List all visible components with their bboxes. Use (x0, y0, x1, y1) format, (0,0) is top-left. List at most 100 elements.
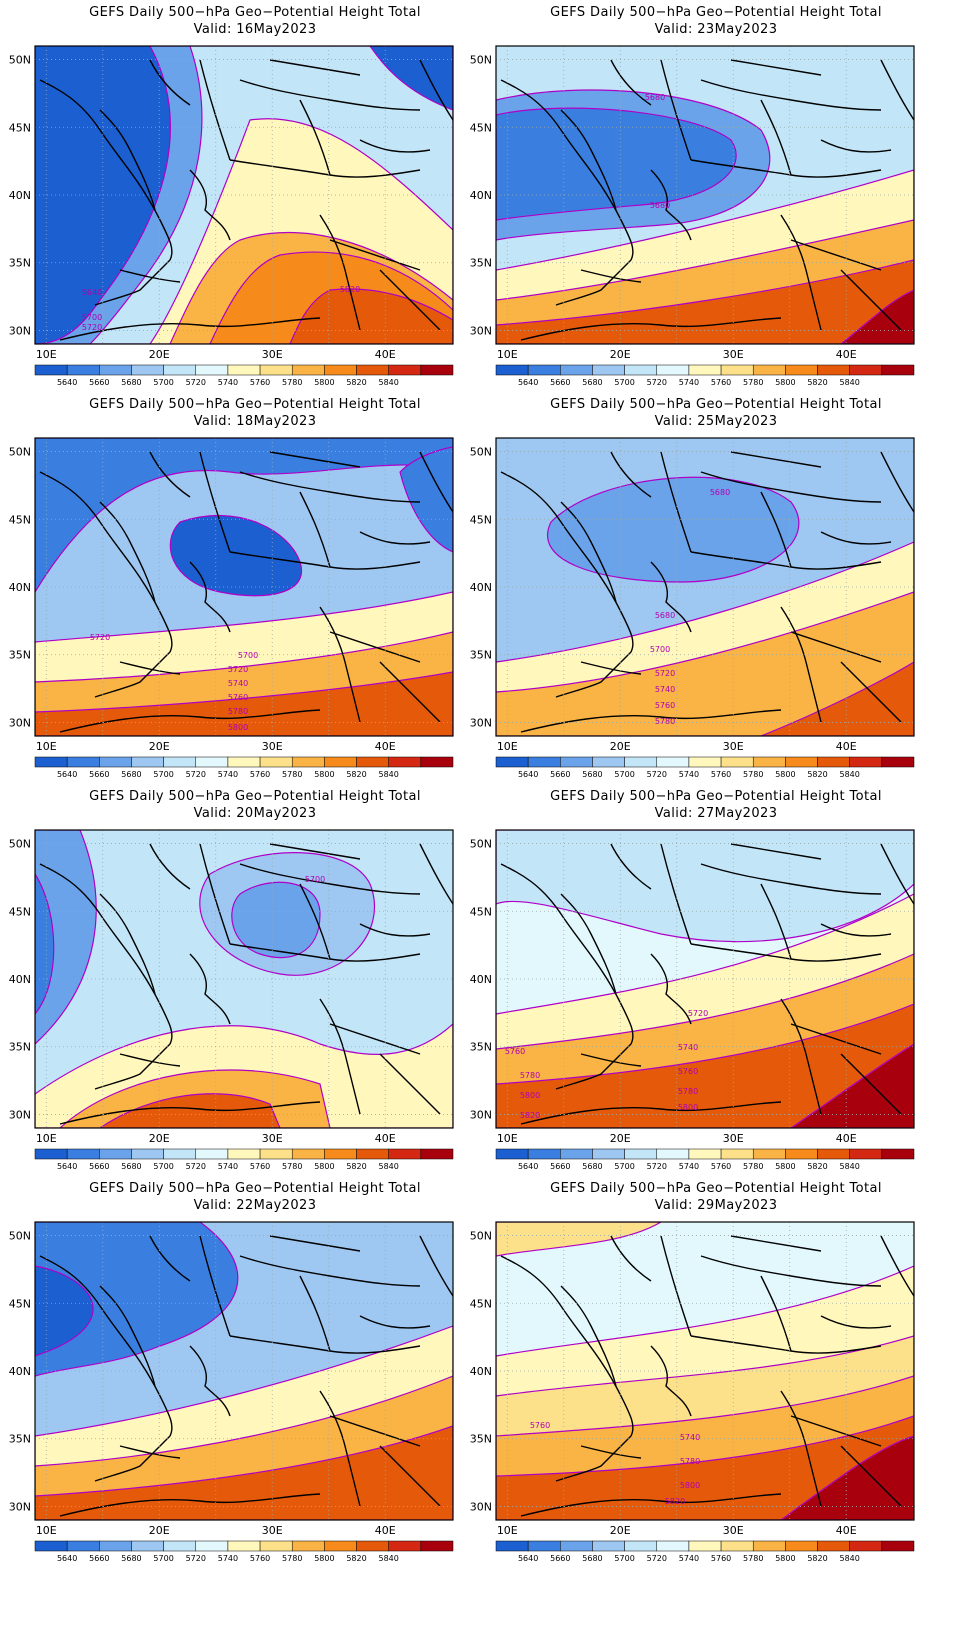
colorbar-tick-label: 5800 (775, 1162, 795, 1171)
colorbar-tick-label: 5780 (282, 378, 302, 387)
height-map: 50N 45N 40N 35N 30N 10E 20E 30E 40E 5640 5660 5680 5… (9, 1221, 454, 1563)
colorbar-swatch (420, 1148, 454, 1160)
colorbar-tick-label: 5680 (582, 1162, 602, 1171)
colorbar-tick-label: 5720 (186, 1554, 206, 1563)
contour-label: 5780 (678, 1087, 698, 1096)
colorbar-tick-label: 5800 (314, 1162, 334, 1171)
colorbar-swatch (259, 1148, 293, 1160)
colorbar-swatch (624, 1540, 658, 1552)
height-map: 50N 45N 40N 35N 30N 10E 20E 30E 40E 5760 5740 5780 5… (470, 1221, 915, 1563)
height-contour-band (496, 830, 914, 943)
contour-label: 5700 (305, 875, 325, 884)
colorbar-swatch (131, 1148, 164, 1160)
coastline-borders (500, 451, 914, 733)
height-contour-band (98, 1093, 281, 1128)
lat-tick-label: 45N (470, 905, 492, 918)
colorbar-tick-label: 5780 (743, 378, 763, 387)
lat-tick-label: 40N (9, 973, 31, 986)
colorbar-swatch (527, 1540, 561, 1552)
colorbar-swatch (388, 364, 422, 376)
colorbar-swatch (259, 756, 293, 768)
colorbar-tick-label: 5640 (57, 378, 77, 387)
lon-tick-label: 10E (36, 1524, 57, 1537)
panel-title: GEFS Daily 500−hPa Geo−Potential Height … (550, 397, 882, 412)
colorbar-swatch (720, 364, 754, 376)
contour-label: 5680 (655, 611, 675, 620)
lat-tick-label: 40N (470, 1365, 492, 1378)
lat-tick-label: 50N (9, 446, 31, 459)
lon-tick-label: 20E (149, 348, 170, 361)
colorbar-swatch (356, 756, 389, 768)
colorbar-tick-label: 5640 (518, 1554, 538, 1563)
colorbar-tick-label: 5660 (89, 378, 109, 387)
colorbar-swatch (592, 364, 625, 376)
coastline-borders (39, 451, 453, 733)
colorbar-tick-label: 5760 (711, 1162, 731, 1171)
map-panel: GEFS Daily 500−hPa Geo−Potential Height … (0, 784, 482, 1194)
lon-tick-label: 30E (723, 348, 744, 361)
contour-label: 5680 (650, 201, 670, 210)
map-frame (495, 829, 915, 1129)
colorbar-swatch (849, 1540, 883, 1552)
panel-valid-date: Valid: 27May2023 (654, 806, 778, 821)
lon-tick-label: 20E (610, 1132, 631, 1145)
lon-tick-label: 20E (149, 740, 170, 753)
colorbar-swatch (881, 1148, 915, 1160)
colorbar-tick-label: 5840 (840, 1554, 860, 1563)
panel-valid-date: Valid: 25May2023 (654, 414, 778, 429)
colorbar-swatch (195, 364, 229, 376)
lat-tick-label: 30N (470, 324, 492, 337)
colorbar-tick-label: 5740 (218, 770, 238, 779)
lon-tick-label: 40E (836, 1132, 857, 1145)
lat-tick-label: 50N (9, 838, 31, 851)
colorbar-swatch (324, 1540, 357, 1552)
height-contour-band (231, 881, 321, 959)
colorbar-swatch (881, 364, 915, 376)
colorbar-swatch (817, 1540, 850, 1552)
contour-label: 5760 (228, 693, 248, 702)
colorbar-tick-label: 5820 (346, 770, 366, 779)
colorbar-swatch (131, 364, 164, 376)
contour-label: 5820 (340, 285, 360, 294)
colorbar-tick-label: 5700 (614, 1162, 634, 1171)
contour-label: 5780 (655, 717, 675, 726)
lat-tick-label: 50N (470, 838, 492, 851)
lat-tick-label: 30N (470, 1500, 492, 1513)
colorbar-swatch (560, 364, 593, 376)
colorbar-tick-label: 5820 (346, 1162, 366, 1171)
colorbar-swatch (592, 1148, 625, 1160)
colorbar-tick-label: 5720 (647, 1554, 667, 1563)
contour-label: 5740 (655, 685, 675, 694)
lon-tick-label: 10E (36, 740, 57, 753)
colorbar-tick-label: 5700 (153, 378, 173, 387)
contour-label: 5760 (505, 1047, 525, 1056)
lat-tick-label: 40N (470, 189, 492, 202)
colorbar-swatch (227, 1148, 261, 1160)
colorbar-swatch (592, 756, 625, 768)
coastline-borders (500, 59, 914, 341)
map-panel: GEFS Daily 500−hPa Geo−Potential Height … (461, 784, 943, 1194)
colorbar-tick-label: 5840 (840, 770, 860, 779)
colorbar-swatch (720, 1148, 754, 1160)
colorbar-swatch (592, 1540, 625, 1552)
panel-valid-date: Valid: 18May2023 (193, 414, 317, 429)
colorbar-tick-label: 5780 (743, 1162, 763, 1171)
lon-tick-label: 10E (497, 348, 518, 361)
height-contour-band (496, 1415, 914, 1520)
colorbar-swatch (163, 1540, 197, 1552)
map-panel: GEFS Daily 500−hPa Geo−Potential Height … (0, 1176, 482, 1586)
lat-tick-label: 45N (470, 121, 492, 134)
colorbar-swatch (227, 364, 261, 376)
colorbar-swatch (785, 1148, 818, 1160)
panel-title: GEFS Daily 500−hPa Geo−Potential Height … (550, 1181, 882, 1196)
colorbar-swatch (752, 1540, 786, 1552)
colorbar-tick-label: 5700 (614, 1554, 634, 1563)
height-contour-band (35, 1265, 94, 1357)
height-contour-band (35, 1222, 239, 1377)
height-map: 50N 45N 40N 35N 30N 10E 20E 30E 40E 5720 5740 5760 5… (470, 829, 915, 1171)
colorbar-swatch (388, 1540, 422, 1552)
colorbar-swatch (849, 1148, 883, 1160)
height-contour-band (496, 1003, 914, 1128)
map-panel: GEFS Daily 500−hPa Geo−Potential Height … (0, 0, 482, 410)
